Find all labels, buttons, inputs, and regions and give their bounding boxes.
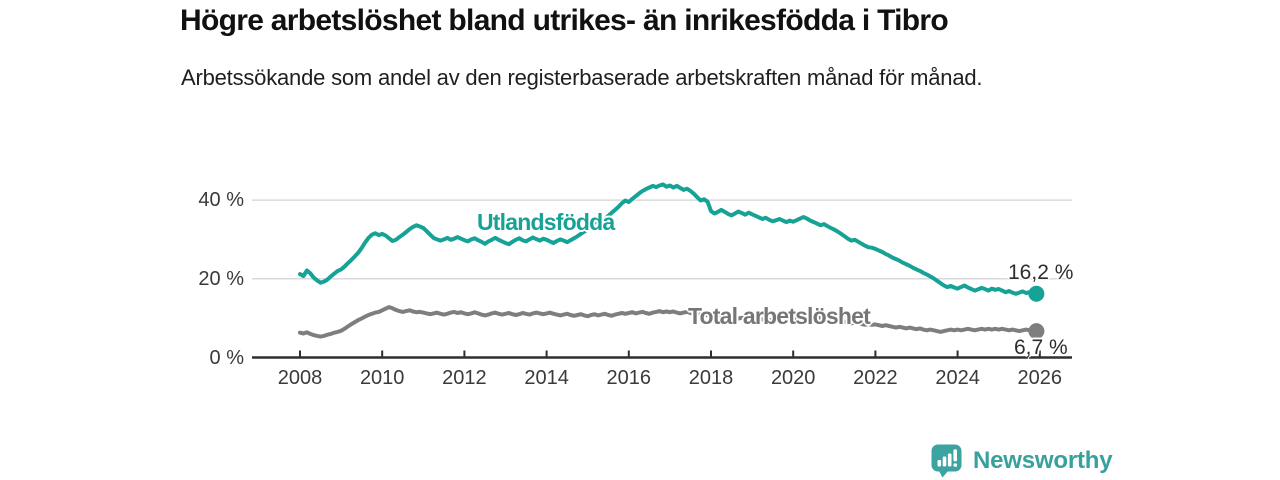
x-tick-label: 2012 [442, 367, 487, 389]
series-end-dot-1 [1028, 323, 1045, 340]
series-label-total-arbetsloshet: Total arbetslöshet [688, 303, 871, 329]
y-tick-label: 20 % [198, 267, 244, 290]
x-tick-label: 2024 [935, 367, 980, 389]
x-tick-label: 2010 [359, 367, 405, 389]
x-tick-label: 2026 [1017, 367, 1063, 389]
end-value-label-total: 6,7 % [1014, 336, 1068, 359]
y-tick-label: 40 % [198, 189, 244, 212]
end-value-label-utlandsfodda: 16,2 % [1008, 261, 1074, 284]
page-title: Högre arbetslöshet bland utrikes- än inr… [180, 4, 949, 37]
newsworthy-wordmark: Newsworthy [973, 447, 1113, 474]
series-line-1 [298, 305, 1039, 339]
x-tick-label: 2014 [524, 367, 569, 389]
newsworthy-logo[interactable]: Newsworthy [930, 443, 1113, 479]
x-tick-label: 2016 [606, 367, 652, 389]
x-tick-label: 2008 [277, 367, 323, 389]
bar-chart-speech-bubble-icon [931, 444, 962, 478]
y-tick-label: 0 % [209, 346, 244, 369]
chart-subtitle: Arbetssökande som andel av den registerb… [181, 65, 983, 90]
series-end-dot-0 [1028, 285, 1045, 302]
x-tick-label: 2020 [770, 367, 816, 389]
series-label-utlandsfodda: Utlandsfödda [477, 209, 615, 235]
x-tick-label: 2022 [853, 367, 898, 389]
series-line-0 [298, 182, 1039, 296]
x-tick-label: 2018 [688, 367, 734, 389]
